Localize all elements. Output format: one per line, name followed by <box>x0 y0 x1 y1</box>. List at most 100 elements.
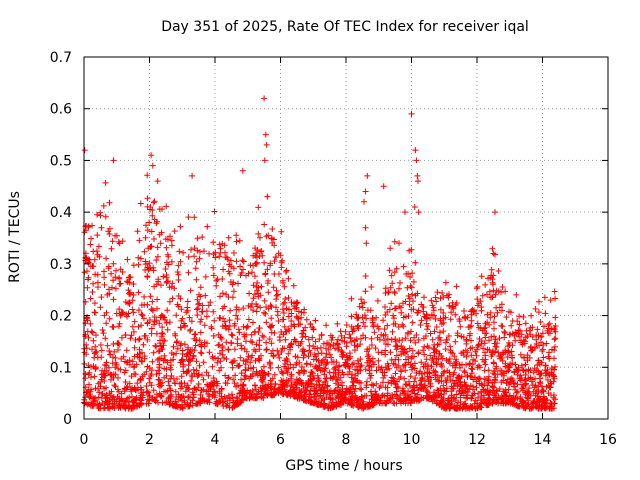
data-point <box>474 296 481 303</box>
data-point <box>278 228 285 235</box>
y-tick-label: 0.6 <box>50 102 72 118</box>
data-point <box>215 398 222 405</box>
x-tick-label: 6 <box>276 432 285 448</box>
data-point <box>109 354 116 361</box>
data-point <box>552 396 559 403</box>
data-point <box>230 376 237 383</box>
data-point <box>276 337 283 344</box>
data-point <box>123 384 130 391</box>
data-point <box>146 375 153 382</box>
data-point <box>125 287 132 294</box>
data-point <box>290 364 297 371</box>
data-point <box>415 209 422 216</box>
data-point <box>341 338 348 345</box>
data-point <box>233 232 240 239</box>
data-point <box>363 315 370 322</box>
data-point <box>83 345 90 352</box>
data-point <box>536 402 543 408</box>
data-point <box>228 331 235 338</box>
data-point <box>398 400 404 407</box>
data-point <box>121 404 128 411</box>
data-point <box>415 178 421 185</box>
data-point <box>390 321 397 328</box>
y-tick-label: 0.3 <box>50 257 72 273</box>
data-point <box>298 338 305 345</box>
data-point <box>391 269 398 276</box>
data-point <box>154 178 161 185</box>
data-point <box>179 347 186 354</box>
data-point <box>245 353 252 360</box>
data-point <box>185 253 192 260</box>
data-point <box>166 382 173 389</box>
data-point <box>142 261 149 268</box>
data-point <box>421 351 428 358</box>
data-point <box>520 337 527 344</box>
data-point <box>414 391 421 398</box>
data-point <box>538 333 545 340</box>
data-point <box>524 394 531 401</box>
data-point <box>151 216 158 223</box>
data-point <box>469 344 476 351</box>
data-point <box>353 399 360 406</box>
data-point <box>251 382 258 389</box>
data-point <box>280 370 287 377</box>
data-point <box>304 384 311 390</box>
data-point <box>101 268 107 275</box>
data-point <box>534 326 541 333</box>
data-point <box>164 359 171 366</box>
data-point <box>233 238 240 245</box>
data-point <box>233 312 240 319</box>
data-point <box>494 309 501 316</box>
data-point <box>133 403 140 410</box>
data-point <box>167 233 173 240</box>
data-point <box>335 346 341 353</box>
data-point <box>451 394 458 401</box>
data-point <box>324 340 331 346</box>
data-point <box>478 273 485 280</box>
data-point <box>293 313 300 320</box>
data-point <box>246 395 253 402</box>
data-point <box>155 367 162 374</box>
data-point <box>231 402 238 409</box>
data-point <box>240 357 247 364</box>
data-point <box>491 319 497 326</box>
data-point <box>229 332 236 339</box>
data-point <box>273 254 280 261</box>
data-point <box>374 323 381 330</box>
data-point <box>463 336 470 343</box>
data-point <box>431 341 438 348</box>
data-point <box>392 370 399 377</box>
data-point <box>393 265 400 272</box>
data-point <box>281 323 288 330</box>
data-point <box>389 280 396 287</box>
data-point <box>327 332 334 339</box>
data-point <box>387 245 394 252</box>
data-point <box>503 379 510 386</box>
data-point <box>511 401 518 408</box>
data-point <box>398 309 405 316</box>
data-point <box>406 345 413 352</box>
data-point <box>442 339 449 346</box>
data-point <box>238 376 244 383</box>
data-point <box>437 385 444 392</box>
data-point <box>271 371 278 378</box>
data-point <box>376 336 383 343</box>
data-point <box>173 312 180 319</box>
data-point <box>538 405 544 412</box>
data-point <box>104 291 111 298</box>
data-point <box>423 395 430 402</box>
data-point <box>290 282 297 289</box>
data-point <box>349 361 356 368</box>
data-point <box>498 289 504 296</box>
data-point <box>401 375 408 382</box>
data-point <box>467 360 473 367</box>
data-point <box>422 378 428 385</box>
data-point <box>109 396 116 403</box>
data-point <box>202 273 209 280</box>
data-point <box>312 317 319 324</box>
data-point <box>297 321 303 328</box>
data-point <box>166 284 173 291</box>
data-point <box>90 280 97 287</box>
data-point <box>489 294 496 301</box>
data-point <box>454 382 461 389</box>
